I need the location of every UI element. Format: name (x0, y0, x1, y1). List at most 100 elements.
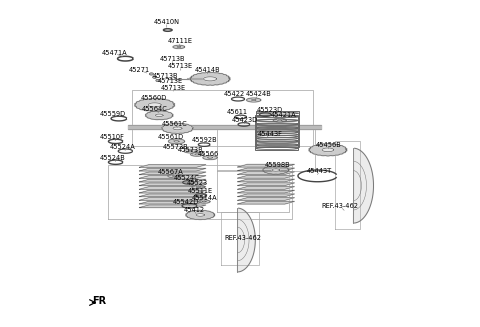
Polygon shape (139, 194, 206, 197)
Polygon shape (148, 103, 161, 107)
Polygon shape (191, 153, 204, 156)
Polygon shape (238, 176, 295, 178)
Text: 45424B: 45424B (246, 92, 272, 98)
Text: 47111E: 47111E (167, 38, 192, 46)
Polygon shape (173, 45, 185, 49)
Text: 45566: 45566 (197, 151, 219, 158)
Polygon shape (322, 148, 334, 152)
Polygon shape (238, 179, 295, 182)
Text: 45523: 45523 (186, 180, 207, 187)
Polygon shape (238, 172, 295, 174)
Polygon shape (139, 190, 206, 193)
Text: REF.43-462: REF.43-462 (322, 203, 359, 210)
Text: REF.43-462: REF.43-462 (224, 235, 261, 241)
Polygon shape (139, 198, 206, 200)
Polygon shape (168, 139, 185, 144)
Text: 45542D: 45542D (173, 199, 199, 206)
Polygon shape (252, 99, 256, 101)
Polygon shape (145, 111, 173, 120)
Text: 45414B: 45414B (194, 67, 220, 74)
Text: 45524B: 45524B (99, 155, 125, 162)
Text: 45410N: 45410N (154, 19, 180, 27)
Polygon shape (238, 164, 295, 167)
Text: 45713E: 45713E (157, 78, 182, 85)
Polygon shape (174, 141, 179, 142)
Text: 45564C: 45564C (142, 106, 168, 113)
Text: 45560D: 45560D (141, 95, 167, 101)
Text: 45561D: 45561D (158, 134, 184, 141)
Polygon shape (177, 46, 181, 47)
Polygon shape (139, 176, 206, 178)
Ellipse shape (149, 73, 154, 75)
Polygon shape (238, 198, 295, 200)
Polygon shape (202, 201, 206, 202)
Polygon shape (139, 201, 206, 204)
Polygon shape (139, 187, 206, 189)
Polygon shape (277, 120, 282, 121)
Polygon shape (173, 127, 182, 130)
Polygon shape (139, 172, 206, 175)
Text: 45561C: 45561C (161, 121, 187, 128)
Text: FR: FR (92, 296, 106, 305)
Text: 45713E: 45713E (168, 63, 193, 70)
Text: 45567A: 45567A (158, 169, 184, 176)
Polygon shape (188, 150, 193, 152)
Polygon shape (196, 186, 201, 188)
Polygon shape (172, 175, 178, 177)
Text: 45713B: 45713B (153, 73, 179, 79)
Text: 45421A: 45421A (271, 112, 297, 120)
Polygon shape (156, 114, 163, 116)
Text: 45592B: 45592B (192, 137, 217, 144)
Ellipse shape (156, 79, 160, 82)
Polygon shape (139, 168, 206, 171)
Polygon shape (309, 144, 347, 156)
Text: 45423D: 45423D (231, 116, 258, 124)
Polygon shape (139, 165, 206, 167)
Text: 45523D: 45523D (256, 107, 282, 114)
Polygon shape (238, 190, 295, 193)
Polygon shape (162, 123, 193, 133)
Polygon shape (139, 183, 206, 186)
Text: 45524C: 45524C (173, 175, 199, 182)
Ellipse shape (153, 76, 157, 78)
Polygon shape (238, 194, 295, 197)
Polygon shape (238, 208, 255, 272)
Polygon shape (196, 214, 204, 216)
Polygon shape (273, 118, 286, 122)
Text: 45713B: 45713B (159, 56, 185, 63)
Polygon shape (238, 201, 295, 204)
Text: 45412: 45412 (183, 207, 204, 214)
Text: 45598B: 45598B (264, 162, 290, 169)
Polygon shape (135, 98, 175, 111)
Polygon shape (186, 210, 215, 220)
Text: 45573B: 45573B (178, 147, 204, 154)
Polygon shape (195, 154, 199, 155)
Text: 45510F: 45510F (100, 134, 125, 141)
Polygon shape (353, 148, 373, 223)
Polygon shape (203, 156, 217, 160)
Polygon shape (238, 187, 295, 189)
Polygon shape (184, 149, 197, 153)
Polygon shape (238, 168, 295, 171)
Text: 45559D: 45559D (99, 111, 125, 117)
Text: 45524A: 45524A (109, 144, 135, 150)
Polygon shape (168, 174, 182, 178)
Polygon shape (204, 77, 216, 81)
Polygon shape (272, 169, 280, 171)
Text: 45456B: 45456B (316, 142, 341, 149)
Polygon shape (198, 200, 210, 203)
Text: 45573B: 45573B (163, 144, 188, 150)
Bar (255, 115, 298, 150)
Text: 45271: 45271 (129, 67, 150, 73)
Text: 45422: 45422 (224, 92, 245, 97)
Text: 45611: 45611 (227, 109, 248, 116)
Polygon shape (207, 157, 213, 158)
Polygon shape (238, 183, 295, 185)
Text: 45514A: 45514A (192, 195, 217, 202)
Text: 45471A: 45471A (102, 50, 128, 57)
Polygon shape (247, 98, 261, 102)
Polygon shape (263, 166, 289, 174)
Text: 45511E: 45511E (188, 188, 213, 195)
Polygon shape (190, 72, 230, 85)
Polygon shape (139, 205, 206, 208)
